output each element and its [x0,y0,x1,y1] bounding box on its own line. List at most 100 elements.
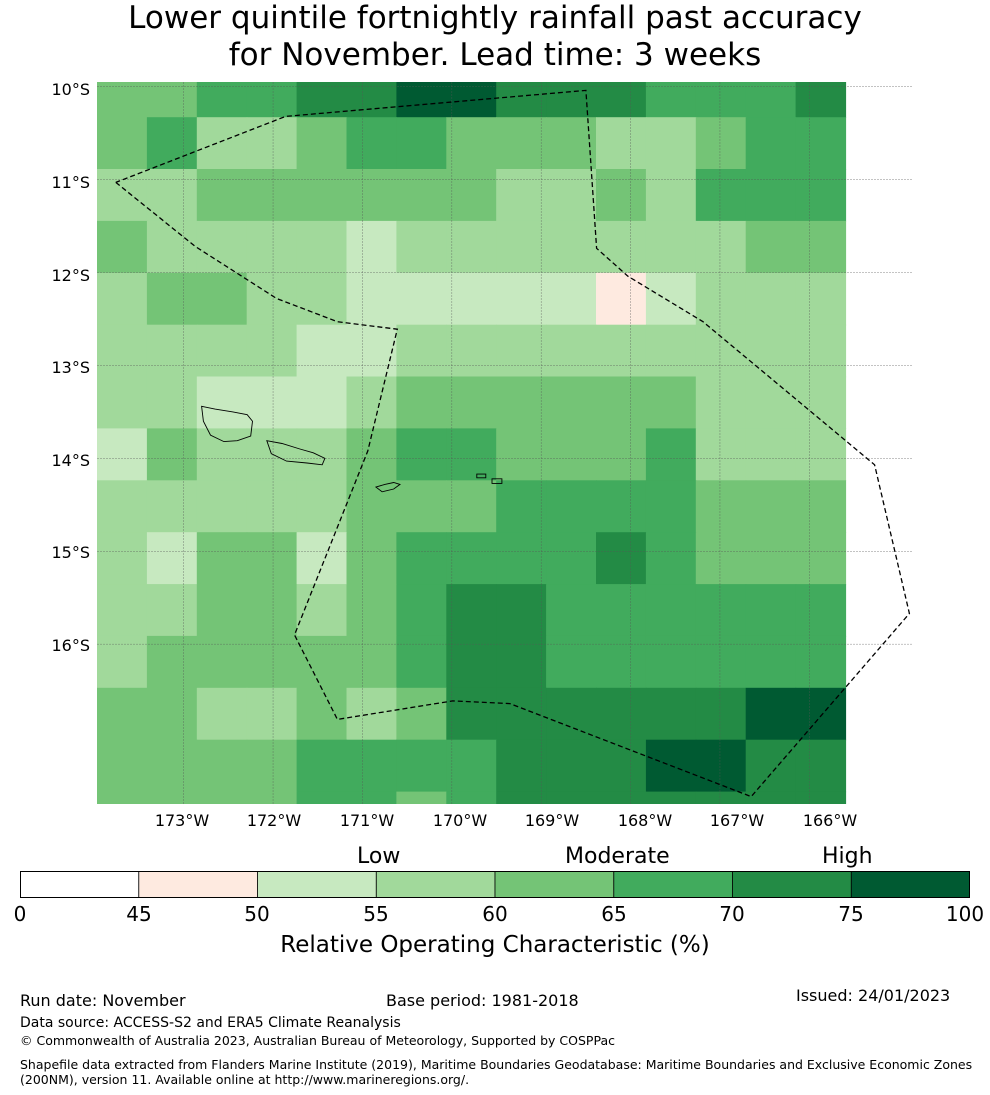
grid-cell [496,635,547,689]
grid-cell [146,739,198,793]
grid-cell [546,376,597,429]
grid-cell [695,791,747,804]
grid-cell [695,82,747,118]
grid-cell [446,220,497,274]
lon-tick-173w: 173°W [154,811,210,830]
grid-cell [296,428,348,481]
shapefile-credit-line-1: Shapefile data extracted from Flanders M… [20,1057,973,1072]
grid-cell [246,532,298,585]
grid-cell [246,428,298,481]
grid-cell [446,376,497,429]
colorbar-segment [138,871,259,898]
grid-cell [396,82,447,118]
lat-tick-10s: 10°S [51,80,90,99]
grid-cell [196,324,248,378]
grid-cell [146,324,198,378]
colorbar-tick-70: 70 [719,902,745,926]
grid-cell [745,687,797,741]
grid-cell [296,82,348,118]
grid-cell [97,584,148,637]
grid-cell [546,117,597,170]
grid-cell [346,324,397,378]
grid-cell [346,376,397,429]
grid-cell [196,532,248,585]
grid-cell [745,428,797,481]
grid-cell [296,584,348,637]
grid-cell [146,376,198,429]
grid-cell [745,584,797,637]
grid-cell [146,687,198,741]
grid-cell [446,272,497,326]
grid-cell [97,635,148,689]
grid-cell [645,376,697,429]
island-upolu-outline [266,440,326,466]
grid-cell [745,117,797,170]
grid-cell [97,428,148,481]
map-panel [97,82,913,804]
grid-cell [146,169,198,222]
rainfall-accuracy-map [97,82,913,804]
grid-cell [146,635,198,689]
grid-cell [196,480,248,533]
grid-cell [645,532,697,585]
grid-cell [795,428,847,481]
grid-cell [745,324,797,378]
grid-cell [795,324,847,378]
grid-cell [745,272,797,326]
lon-tick-172w: 172°W [246,811,302,830]
grid-cell [196,220,248,274]
grid-cell [97,739,148,793]
grid-cell [645,324,697,378]
grid-cell [296,376,348,429]
colorbar-tick-50: 50 [244,902,270,926]
grid-cell [346,584,397,637]
grid-cell [196,739,248,793]
grid-cell [795,376,847,429]
lon-tick-169w: 169°W [524,811,580,830]
grid-cell [645,480,697,533]
grid-cell [645,82,697,118]
colorbar-tick-45: 45 [126,902,152,926]
grid-cell [795,169,847,222]
grid-cell [246,584,298,637]
grid-cell [596,584,647,637]
grid-cell [496,584,547,637]
grid-cell [396,169,447,222]
shapefile-credit-line-2: (200NM), version 11. Available online at… [20,1072,470,1087]
grid-cell [196,687,248,741]
grid-cell [97,220,148,274]
grid-cell [695,739,747,793]
grid-cell [496,324,547,378]
grid-cell [745,82,797,118]
grid-cell [146,791,198,804]
grid-cell [795,117,847,170]
grid-cell [446,687,497,741]
colorbar-label: Relative Operating Characteristic (%) [280,932,710,958]
grid-cell [596,376,647,429]
grid-cell [146,117,198,170]
colorbar-tick-0: 0 [13,902,27,926]
grid-cell [196,791,248,804]
grid-cell [695,584,747,637]
grid-cell [695,687,747,741]
grid-cell [546,739,597,793]
grid-cell [396,324,447,378]
lon-tick-166w: 166°W [802,811,858,830]
grid-cell [296,324,348,378]
colorbar-segment [732,871,852,898]
grid-cell [396,376,447,429]
grid-cell [97,532,148,585]
grid-cell [97,324,148,378]
grid-cell [446,480,497,533]
grid-cell [795,82,847,118]
grid-cell [596,272,647,326]
grid-cell [97,687,148,741]
grid-cell [146,428,198,481]
colorbar-tick-100: 100 [945,902,985,926]
grid-cell [396,428,447,481]
grid-cell [695,428,747,481]
grid-cell [246,687,298,741]
grid-cell [546,635,597,689]
grid-cell [596,117,647,170]
grid-cell [146,272,198,326]
